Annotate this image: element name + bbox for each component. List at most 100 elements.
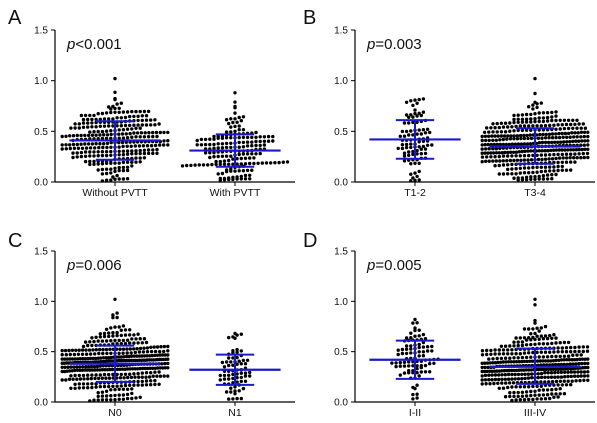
- data-point: [544, 132, 548, 137]
- data-point: [111, 124, 115, 128]
- data-point: [525, 133, 529, 138]
- data-point: [248, 370, 252, 375]
- data-point: [113, 398, 117, 402]
- data-point: [546, 149, 550, 153]
- data-point: [220, 136, 225, 140]
- data-point: [485, 369, 489, 374]
- data-point: [485, 126, 489, 130]
- data-point: [503, 150, 507, 155]
- data-point: [130, 149, 134, 153]
- data-point: [582, 370, 587, 374]
- data-point: [125, 152, 130, 156]
- data-point: [482, 130, 487, 134]
- data-point: [144, 340, 149, 345]
- data-point: [510, 142, 515, 146]
- data-point: [125, 165, 130, 169]
- data-point: [97, 351, 101, 356]
- data-point: [524, 175, 529, 179]
- data-point: [83, 150, 88, 154]
- data-point: [400, 351, 405, 356]
- data-point: [109, 110, 113, 115]
- data-point: [81, 357, 85, 361]
- data-point: [233, 106, 237, 110]
- data-point: [586, 139, 590, 143]
- data-point: [421, 128, 426, 132]
- data-point: [559, 367, 563, 371]
- data-point: [573, 160, 577, 164]
- data-point: [493, 164, 497, 168]
- data-point: [71, 134, 76, 138]
- data-point: [499, 130, 504, 134]
- data-point: [155, 151, 159, 155]
- data-point: [483, 151, 487, 155]
- data-point: [522, 327, 527, 331]
- data-point: [510, 372, 514, 377]
- data-point: [535, 153, 539, 157]
- data-point: [222, 159, 227, 163]
- data-point: [132, 123, 136, 127]
- data-point: [88, 130, 92, 134]
- data-point: [260, 161, 264, 165]
- data-point: [503, 130, 508, 134]
- data-point: [220, 146, 225, 150]
- data-point: [86, 373, 90, 377]
- data-point: [75, 142, 80, 147]
- data-point: [497, 386, 501, 390]
- data-point: [75, 133, 80, 138]
- data-point: [81, 382, 86, 386]
- data-point: [86, 142, 91, 146]
- data-point: [88, 113, 92, 118]
- data-point: [68, 146, 73, 151]
- data-point: [115, 342, 119, 346]
- data-point: [88, 356, 93, 361]
- data-point: [571, 139, 575, 144]
- data-point: [149, 123, 153, 127]
- data-point: [415, 132, 419, 136]
- data-point: [411, 392, 415, 397]
- data-point: [158, 130, 162, 135]
- data-point: [113, 110, 117, 115]
- data-point: [100, 172, 105, 176]
- data-point: [537, 337, 541, 341]
- data-point: [402, 159, 407, 163]
- data-point: [533, 318, 537, 323]
- data-point: [218, 159, 222, 164]
- data-point: [102, 334, 107, 339]
- data-point: [507, 142, 512, 147]
- data-point: [550, 115, 554, 119]
- data-point: [158, 349, 162, 354]
- data-point: [163, 361, 167, 366]
- data-point: [506, 348, 510, 352]
- data-point: [396, 348, 400, 352]
- data-point: [60, 369, 64, 374]
- data-point: [537, 355, 541, 359]
- data-point: [545, 355, 550, 359]
- data-point: [107, 372, 111, 377]
- data-point: [130, 367, 135, 371]
- data-point: [163, 366, 167, 370]
- data-point: [117, 325, 121, 329]
- data-point: [561, 367, 565, 371]
- data-point: [417, 354, 421, 358]
- data-point: [554, 132, 558, 136]
- data-point: [119, 328, 124, 332]
- data-point: [527, 397, 531, 402]
- data-point: [93, 376, 97, 381]
- data-point: [573, 122, 577, 127]
- data-point: [419, 132, 423, 136]
- data-point: [513, 372, 517, 377]
- data-point: [529, 158, 534, 162]
- data-point: [540, 140, 545, 145]
- data-point: [543, 324, 548, 329]
- data-point: [134, 156, 138, 160]
- data-point: [229, 169, 233, 173]
- data-point: [545, 388, 550, 392]
- data-point: [582, 378, 586, 382]
- data-point: [140, 383, 144, 387]
- data-point: [501, 142, 505, 147]
- data-point: [566, 118, 571, 123]
- data-point: [103, 368, 107, 372]
- data-point: [519, 368, 524, 372]
- data-point: [151, 366, 155, 370]
- data-point: [145, 144, 150, 148]
